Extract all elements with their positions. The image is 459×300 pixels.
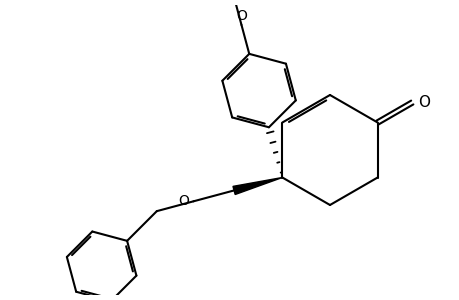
Text: O: O bbox=[235, 9, 246, 23]
Text: O: O bbox=[178, 194, 189, 208]
Text: O: O bbox=[417, 95, 429, 110]
Polygon shape bbox=[232, 178, 282, 194]
